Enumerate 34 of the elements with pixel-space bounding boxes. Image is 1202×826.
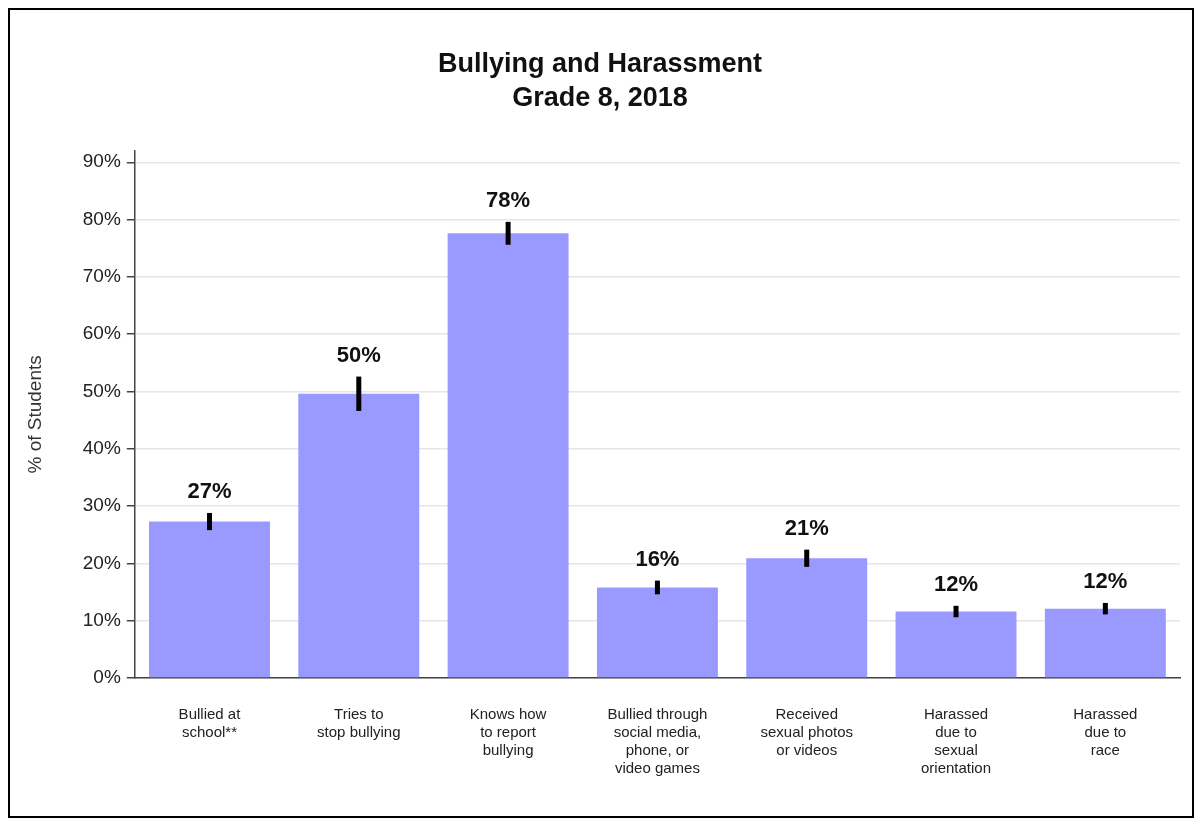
chart-subtitle: Grade 8, 2018 (512, 82, 688, 113)
y-tick-label: 30% (82, 494, 121, 516)
bar (298, 393, 420, 678)
data-label: 27% (187, 478, 232, 504)
y-tick-label: 0% (93, 666, 121, 688)
data-label: 12% (934, 570, 979, 596)
y-tick-label: 70% (82, 265, 121, 287)
y-tick-label: 60% (82, 322, 121, 344)
x-tick-label: Bullied through social media, phone, or video games (607, 705, 708, 777)
bar (596, 587, 718, 678)
bar (1044, 608, 1166, 678)
y-tick-label: 10% (82, 608, 121, 630)
y-tick-label: 20% (82, 551, 121, 573)
x-tick-label: Harassed due to race (1073, 705, 1138, 759)
y-axis-title: % of Students (23, 355, 45, 474)
x-tick-label: Tries to stop bullying (317, 705, 401, 741)
bar (895, 611, 1017, 678)
x-tick-label: Received sexual photos or videos (760, 705, 854, 759)
bar (149, 521, 270, 678)
x-tick-label: Bullied at school** (178, 705, 242, 741)
data-label: 78% (486, 186, 531, 212)
data-label: 12% (1083, 567, 1128, 593)
y-tick-label: 50% (82, 379, 121, 401)
bar (746, 558, 868, 678)
y-tick-label: 90% (82, 150, 121, 172)
x-tick-label: Knows how to report bullying (469, 705, 547, 759)
chart-title: Bullying and Harassment (437, 47, 763, 78)
data-label: 50% (336, 341, 381, 367)
y-tick-label: 40% (82, 437, 121, 459)
bar (447, 233, 569, 678)
x-tick-label: Harassed due to sexual orientation (921, 705, 992, 777)
data-label: 16% (635, 545, 680, 571)
data-label: 21% (784, 514, 829, 540)
y-tick-label: 80% (82, 207, 121, 229)
